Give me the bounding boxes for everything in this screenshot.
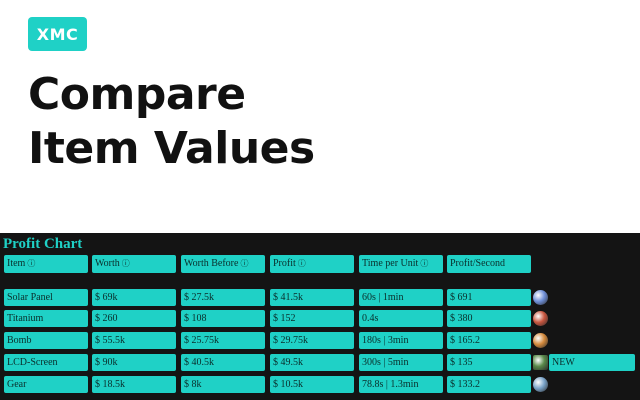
cell-profit: $ 29.75k [270, 332, 354, 349]
cell-time: 300s | 5min [359, 354, 443, 371]
header-worth-before[interactable]: Worth Before ⓘ [181, 255, 265, 273]
brand-logo: XMC [28, 17, 87, 51]
header-profit[interactable]: Profit ⓘ [270, 255, 354, 273]
header-label: Profit [273, 258, 296, 269]
cell-pps: $ 135 [447, 354, 531, 371]
panel-title: Profit Chart [3, 236, 83, 252]
info-icon[interactable]: ⓘ [27, 259, 36, 268]
cell-time: 180s | 3min [359, 332, 443, 349]
info-icon[interactable]: ⓘ [297, 259, 306, 268]
cell-time: 60s | 1min [359, 289, 443, 306]
hero-title-line-1: Compare [28, 69, 246, 120]
cell-pps: $ 380 [447, 310, 531, 327]
cell-worth: $ 18.5k [92, 376, 176, 393]
cell-item: Solar Panel [4, 289, 88, 306]
lcd-screen-icon [533, 355, 548, 370]
cell-profit: $ 10.5k [270, 376, 354, 393]
cell-worth-before: $ 108 [181, 310, 265, 327]
cell-worth-before: $ 25.75k [181, 332, 265, 349]
gear-icon [533, 377, 548, 392]
cell-worth-before: $ 8k [181, 376, 265, 393]
new-badge: NEW [549, 354, 635, 371]
cell-worth: $ 55.5k [92, 332, 176, 349]
info-icon[interactable]: ⓘ [420, 259, 429, 268]
cell-profit: $ 49.5k [270, 354, 354, 371]
header-label: Worth Before [184, 258, 239, 269]
header-label: Item [7, 258, 26, 269]
profit-chart-panel: Profit Chart Item ⓘ Worth ⓘ Worth Before ⓘ Pro… [0, 233, 640, 400]
cell-profit: $ 41.5k [270, 289, 354, 306]
hero-title: Compare Item Values [28, 68, 448, 176]
info-icon[interactable]: ⓘ [240, 259, 249, 268]
header-time-per-unit[interactable]: Time per Unit ⓘ [359, 255, 443, 273]
header-profit-per-second[interactable]: Profit/Second [447, 255, 531, 273]
cell-item: Bomb [4, 332, 88, 349]
cell-time: 78.8s | 1.3min [359, 376, 443, 393]
cell-worth: $ 69k [92, 289, 176, 306]
cell-profit: $ 152 [270, 310, 354, 327]
header-label: Profit/Second [450, 258, 505, 269]
info-icon[interactable]: ⓘ [121, 259, 130, 268]
header-worth[interactable]: Worth ⓘ [92, 255, 176, 273]
header-item[interactable]: Item ⓘ [4, 255, 88, 273]
cell-worth-before: $ 27.5k [181, 289, 265, 306]
cell-pps: $ 133.2 [447, 376, 531, 393]
cell-item: LCD-Screen [4, 354, 88, 371]
cell-worth: $ 260 [92, 310, 176, 327]
cell-worth: $ 90k [92, 354, 176, 371]
bomb-icon [533, 333, 548, 348]
cell-worth-before: $ 40.5k [181, 354, 265, 371]
solar-panel-icon [533, 290, 548, 305]
cell-item: Gear [4, 376, 88, 393]
cell-time: 0.4s [359, 310, 443, 327]
header-label: Time per Unit [362, 258, 419, 269]
header-label: Worth [95, 258, 120, 269]
cell-pps: $ 165.2 [447, 332, 531, 349]
cell-item: Titanium [4, 310, 88, 327]
hero-title-line-2: Item Values [28, 123, 315, 174]
titanium-icon [533, 311, 548, 326]
cell-pps: $ 691 [447, 289, 531, 306]
